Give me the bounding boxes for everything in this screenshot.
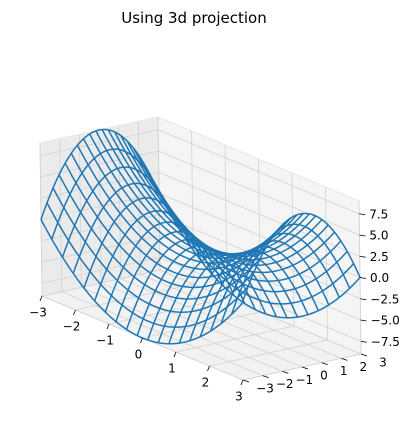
wire-line-constant-y bbox=[120, 135, 323, 261]
wire-line-constant-x bbox=[220, 232, 340, 324]
y-tick-mark bbox=[360, 353, 368, 357]
z-tick-label: −7.5 bbox=[371, 335, 400, 349]
x-tick-mark bbox=[106, 323, 110, 330]
y-tick-label: −1 bbox=[295, 373, 313, 387]
wire-line-constant-x bbox=[40, 128, 160, 220]
z-tick-mark bbox=[359, 277, 367, 279]
x-tick-mark bbox=[207, 365, 210, 372]
z-tick-label: −5.0 bbox=[371, 314, 400, 328]
y-tick-label: 3 bbox=[379, 356, 387, 370]
gridline-y-floor bbox=[100, 282, 303, 368]
wire-line-constant-y bbox=[145, 167, 348, 293]
wire-line-constant-y bbox=[70, 152, 273, 279]
y-tick-mark bbox=[321, 362, 328, 366]
wire-line-constant-y bbox=[64, 162, 267, 289]
x-tick-label: 0 bbox=[135, 348, 143, 362]
gridline-y-floor bbox=[81, 286, 283, 372]
gridline-y-floor bbox=[140, 273, 342, 359]
z-tick-label: 7.5 bbox=[369, 207, 388, 221]
wire-line-constant-y bbox=[58, 174, 261, 300]
y-tick-mark bbox=[301, 366, 309, 370]
x-tick-label: 3 bbox=[235, 390, 243, 404]
z-tick-label: 5.0 bbox=[369, 229, 388, 243]
x-tick-mark bbox=[173, 351, 177, 358]
gridline-z-back bbox=[159, 214, 361, 300]
wire-line-constant-x bbox=[241, 212, 361, 304]
y-tick-mark bbox=[262, 375, 269, 379]
y-tick-label: −2 bbox=[276, 377, 294, 391]
y-tick-mark bbox=[341, 357, 348, 361]
x-tick-label: −2 bbox=[63, 320, 81, 334]
wire-line-constant-y bbox=[158, 193, 361, 319]
z-tick-label: 2.5 bbox=[370, 250, 389, 264]
y-tick-label: −3 bbox=[256, 382, 274, 396]
z-tick-mark bbox=[359, 234, 366, 237]
wire-line-constant-y bbox=[46, 202, 249, 328]
x-tick-mark bbox=[240, 379, 244, 386]
gridline-z-left bbox=[40, 129, 159, 157]
z-tick-mark bbox=[359, 213, 366, 216]
x-tick-label: −1 bbox=[96, 334, 114, 348]
wire-line-constant-y bbox=[52, 187, 255, 313]
y-tick-label: 2 bbox=[359, 360, 367, 374]
z-tick-mark bbox=[360, 298, 367, 301]
x-tick-label: 2 bbox=[202, 376, 210, 390]
gridline-z-left bbox=[41, 214, 160, 242]
gridline-z-back bbox=[158, 129, 360, 215]
x-tick-mark bbox=[140, 337, 143, 344]
z-tick-label: −2.5 bbox=[370, 292, 399, 306]
x-tick-mark bbox=[73, 309, 76, 316]
y-tick-mark bbox=[242, 379, 250, 383]
y-tick-label: 0 bbox=[320, 369, 328, 383]
wire-line-constant-y bbox=[76, 144, 279, 271]
gridline-z-back bbox=[158, 171, 360, 257]
gridline-z-left bbox=[41, 256, 160, 284]
z-tick-mark bbox=[360, 319, 367, 322]
z-tick-mark bbox=[360, 340, 367, 343]
y-tick-mark bbox=[282, 370, 289, 374]
x-tick-label: 1 bbox=[168, 362, 176, 376]
x-tick-label: −3 bbox=[29, 306, 47, 320]
gridline-z-back bbox=[158, 193, 361, 278]
wire-line-constant-x bbox=[136, 244, 256, 336]
y-tick-label: 1 bbox=[340, 364, 348, 378]
wire-line-constant-y bbox=[151, 179, 355, 305]
x-tick-mark bbox=[39, 295, 43, 302]
z-tick-mark bbox=[359, 255, 366, 258]
z-tick-label: 0.0 bbox=[370, 271, 389, 285]
wireframe-surface bbox=[40, 128, 361, 345]
chart-title: Using 3d projection bbox=[121, 9, 267, 27]
gridline-z-back bbox=[158, 150, 360, 236]
